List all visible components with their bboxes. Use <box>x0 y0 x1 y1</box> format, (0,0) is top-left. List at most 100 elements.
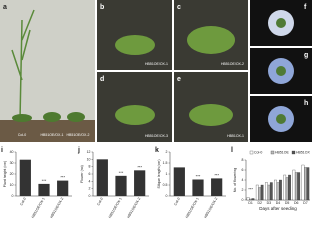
y-tick-label: 4 <box>89 179 91 183</box>
significance: *** <box>214 172 219 177</box>
bar <box>19 159 31 196</box>
flower <box>276 18 286 28</box>
bar <box>285 177 289 201</box>
x-tick-label: Col-0 <box>19 197 27 206</box>
y-axis-label: No. of flowering <box>233 168 237 192</box>
panel-letter: h <box>304 100 308 107</box>
bar <box>192 179 204 196</box>
bar <box>249 198 252 201</box>
caption: HB51OE/OX-1 <box>145 62 168 66</box>
plant <box>43 112 61 122</box>
caption: Col-0 <box>18 133 26 137</box>
y-axis-label: Flower (no) <box>80 165 84 183</box>
caption: HB51OE/OX-2 <box>67 133 90 137</box>
significance: *** <box>60 175 65 180</box>
panel-letter: a <box>3 4 7 11</box>
panel-letter: c <box>177 4 181 11</box>
bar <box>115 175 127 196</box>
y-tick-label: 0 <box>242 198 244 202</box>
y-tick-label: 6 <box>89 172 91 176</box>
significance: *** <box>42 178 47 183</box>
bar <box>260 184 264 201</box>
caption: HB51OE/OX-1 <box>41 133 64 137</box>
bar <box>292 169 296 201</box>
bar <box>279 179 282 201</box>
x-tick-label: D4 <box>276 201 281 205</box>
legend-swatch <box>270 150 275 155</box>
y-tick-label: 1.5 <box>163 161 168 165</box>
x-tick-label: D5 <box>285 201 290 205</box>
x-tick-label: HB51OE/OX-2 <box>49 197 64 219</box>
y-axis-label: Plant height (cm) <box>3 161 7 187</box>
y-tick-label: 40 <box>10 150 14 154</box>
caption: HB51OX-1 <box>227 134 244 138</box>
x-tick-label: D1 <box>248 201 253 205</box>
bar <box>306 167 310 201</box>
flower <box>276 114 286 124</box>
y-tick-label: 6 <box>242 168 244 172</box>
legend-swatch <box>291 150 296 155</box>
bar <box>269 182 273 201</box>
y-tick-label: 4 <box>242 178 244 182</box>
x-tick-label: HB51OE/OX-1 <box>108 197 123 219</box>
panel-letter: f <box>304 4 307 11</box>
panel-letter: d <box>100 76 104 83</box>
y-tick-label: 0.5 <box>163 183 168 187</box>
panel-letter: i <box>1 147 3 154</box>
pot <box>0 120 95 142</box>
x-tick-label: D3 <box>267 201 272 205</box>
y-tick-label: 1 <box>166 172 168 176</box>
y-tick-label: 8 <box>242 158 244 162</box>
significance: *** <box>119 170 124 175</box>
bar <box>276 182 280 201</box>
plant <box>115 35 155 55</box>
bar <box>173 167 185 196</box>
plant <box>115 105 155 125</box>
bar <box>288 174 291 201</box>
bar <box>258 187 262 201</box>
x-tick-label: D2 <box>257 201 262 205</box>
y-tick-label: 30 <box>10 161 14 165</box>
bar <box>246 197 250 201</box>
y-axis-label: Silique length (cm) <box>157 160 161 189</box>
y-tick-label: 8 <box>89 165 91 169</box>
photo-group <box>97 0 248 142</box>
y-tick-label: 2 <box>89 187 91 191</box>
y-tick-label: 12 <box>87 150 91 154</box>
caption: HB51OE/OX-3 <box>145 134 168 138</box>
legend-swatch <box>249 150 254 155</box>
y-tick-label: 10 <box>10 183 14 187</box>
x-tick-label: D7 <box>303 201 308 205</box>
y-tick-label: 0 <box>12 194 14 198</box>
y-tick-label: 2 <box>166 150 168 154</box>
x-tick-label: HB51OE/OX-1 <box>185 197 200 219</box>
figure: a Col-0 HB51OE/OX-1 HB51OE/OX-2 b c d e … <box>0 0 312 219</box>
legend-label: Col-0 <box>254 150 262 154</box>
panel-letter: b <box>100 4 104 11</box>
y-tick-label: 0 <box>166 194 168 198</box>
flower <box>276 66 286 76</box>
x-tick-label: HB51OE/OX-2 <box>126 197 141 219</box>
bar <box>211 178 223 196</box>
bar <box>255 184 259 201</box>
bar <box>294 172 298 201</box>
y-tick-label: 10 <box>87 157 91 161</box>
x-tick-label: Col-0 <box>173 197 181 206</box>
bar <box>297 172 301 201</box>
significance: *** <box>137 164 142 169</box>
x-tick-label: D6 <box>294 201 299 205</box>
panel-letter: k <box>155 147 159 154</box>
panel-letter: l <box>231 147 233 154</box>
bar <box>304 167 307 201</box>
x-tick-label: HB51OE/OX-1 <box>31 197 46 219</box>
y-tick-label: 20 <box>10 172 14 176</box>
plant <box>67 112 85 122</box>
x-tick-label: HB51OE/OX-2 <box>203 197 218 219</box>
legend-label: HB51OX <box>296 150 310 154</box>
plant <box>12 114 32 122</box>
bar <box>267 184 271 201</box>
x-axis-label: Days after seeding <box>259 206 297 211</box>
plant <box>187 26 235 54</box>
significance: *** <box>248 187 253 192</box>
legend-label: HB51OE <box>275 150 289 154</box>
